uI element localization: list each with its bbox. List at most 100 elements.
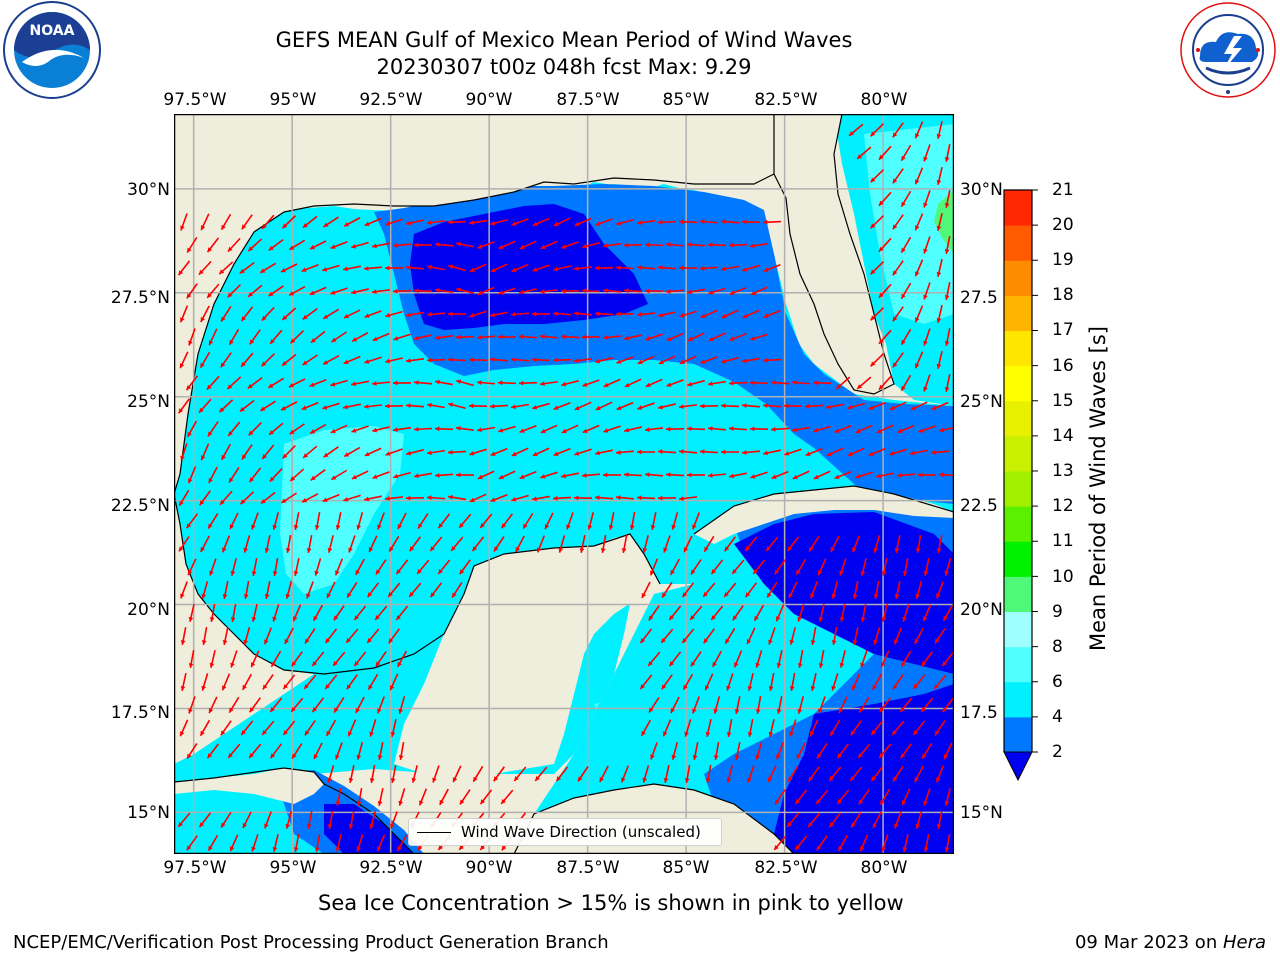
wave-direction-arrow <box>201 673 209 691</box>
wave-direction-arrow <box>348 811 355 829</box>
wave-direction-arrow <box>636 219 656 226</box>
colorbar-segment <box>1004 716 1032 753</box>
wave-direction-arrow <box>552 495 572 501</box>
wave-direction-arrow <box>206 743 220 759</box>
footer-date: 09 Mar 2023 on Hera <box>1075 932 1266 953</box>
lat-tick-left: 30°N <box>127 180 170 200</box>
wave-direction-arrow <box>713 696 721 714</box>
wave-direction-arrow <box>650 512 657 530</box>
wave-direction-arrow <box>603 378 621 388</box>
wave-direction-arrow <box>870 123 884 137</box>
wave-direction-arrow <box>870 261 884 275</box>
wave-direction-arrow <box>616 218 634 226</box>
wave-direction-arrow <box>180 581 188 599</box>
footer-date-text: 09 Mar 2023 on <box>1074 932 1223 953</box>
wave-direction-arrow <box>644 472 664 477</box>
wave-direction-arrow <box>573 266 593 271</box>
wave-direction-arrow <box>490 218 508 226</box>
wave-direction-arrow <box>186 835 198 851</box>
colorbar-tick: 2 <box>1052 742 1063 762</box>
wave-direction-arrow <box>447 311 467 317</box>
wave-direction-arrow <box>447 357 467 363</box>
wave-direction-arrow <box>555 766 569 782</box>
lon-tick-bottom: 87.5°W <box>556 858 620 878</box>
wave-direction-arrow <box>229 512 239 530</box>
wave-direction-arrow <box>839 604 846 622</box>
wave-direction-arrow <box>519 470 537 480</box>
wave-direction-arrow <box>241 214 253 230</box>
colorbar-segment <box>1004 681 1032 718</box>
wave-direction-arrow <box>755 650 763 668</box>
wave-direction-arrow <box>327 535 334 553</box>
wave-direction-arrow <box>218 261 234 275</box>
wave-direction-arrow <box>734 742 741 760</box>
wave-direction-arrow <box>497 380 517 386</box>
wave-direction-arrow <box>393 471 411 479</box>
wave-direction-arrow <box>690 651 702 667</box>
wave-direction-arrow <box>644 242 664 248</box>
lat-tick-left: 25°N <box>127 392 170 412</box>
wave-direction-arrow <box>662 719 672 737</box>
wave-direction-arrow <box>603 425 621 433</box>
wave-direction-arrow <box>616 356 634 364</box>
wave-direction-arrow <box>681 582 695 598</box>
wave-direction-arrow <box>900 144 912 162</box>
wave-direction-arrow <box>892 352 904 368</box>
wave-direction-arrow <box>649 558 659 576</box>
wave-direction-arrow <box>459 559 471 575</box>
wave-direction-arrow <box>713 741 720 761</box>
wave-direction-arrow <box>414 334 432 341</box>
wave-direction-arrow <box>312 604 324 622</box>
wave-direction-arrow <box>426 495 446 501</box>
wave-direction-arrow <box>490 263 508 273</box>
wave-direction-arrow <box>261 720 275 736</box>
wave-direction-arrow <box>447 219 467 225</box>
colorbar-tick: 15 <box>1052 391 1074 411</box>
wave-direction-arrow <box>241 444 253 460</box>
wave-direction-arrow <box>692 512 700 530</box>
wave-direction-arrow <box>272 557 279 577</box>
wave-direction-arrow <box>353 605 367 621</box>
wave-direction-arrow <box>351 288 369 295</box>
wave-direction-arrow <box>455 426 475 431</box>
wave-direction-arrow <box>917 472 937 478</box>
wave-direction-arrow <box>188 328 196 346</box>
wave-direction-arrow <box>227 743 241 759</box>
wave-direction-arrow <box>417 513 429 529</box>
wave-direction-arrow <box>665 288 685 294</box>
wave-direction-arrow <box>518 380 538 386</box>
legend-line-sample <box>417 831 451 833</box>
wave-direction-arrow <box>498 240 516 250</box>
wave-direction-arrow <box>687 288 705 295</box>
wave-direction-arrow <box>896 473 916 478</box>
wave-direction-arrow <box>377 788 384 806</box>
wave-direction-arrow <box>789 627 796 645</box>
wave-direction-arrow <box>426 312 446 317</box>
colorbar-segment <box>1004 190 1032 226</box>
wave-direction-arrow <box>536 535 546 553</box>
wave-direction-arrow <box>372 242 390 249</box>
wave-direction-arrow <box>364 447 382 457</box>
lat-tick-right: 17.5 <box>960 703 998 723</box>
wave-direction-arrow <box>285 581 293 599</box>
wave-direction-arrow <box>345 628 359 644</box>
wave-direction-arrow <box>385 218 403 226</box>
wave-direction-arrow <box>269 743 283 759</box>
wave-direction-arrow <box>437 513 451 529</box>
colorbar-segment <box>1004 435 1032 472</box>
wave-direction-arrow <box>511 447 529 457</box>
wave-direction-arrow <box>553 447 571 457</box>
map-frame <box>173 113 955 855</box>
wave-direction-arrow <box>230 650 238 668</box>
lon-tick-top: 82.5°W <box>754 90 818 110</box>
wave-direction-arrow <box>207 834 219 852</box>
wave-direction-arrow <box>707 473 727 478</box>
wave-direction-arrow <box>239 491 255 505</box>
wave-direction-arrow <box>413 426 433 432</box>
wave-direction-arrow <box>375 559 387 575</box>
wave-direction-arrow <box>239 399 255 413</box>
wave-direction-arrow <box>493 536 505 552</box>
wave-direction-arrow <box>574 448 592 456</box>
wave-direction-arrow <box>816 835 828 851</box>
colorbar-tick: 6 <box>1052 672 1063 692</box>
